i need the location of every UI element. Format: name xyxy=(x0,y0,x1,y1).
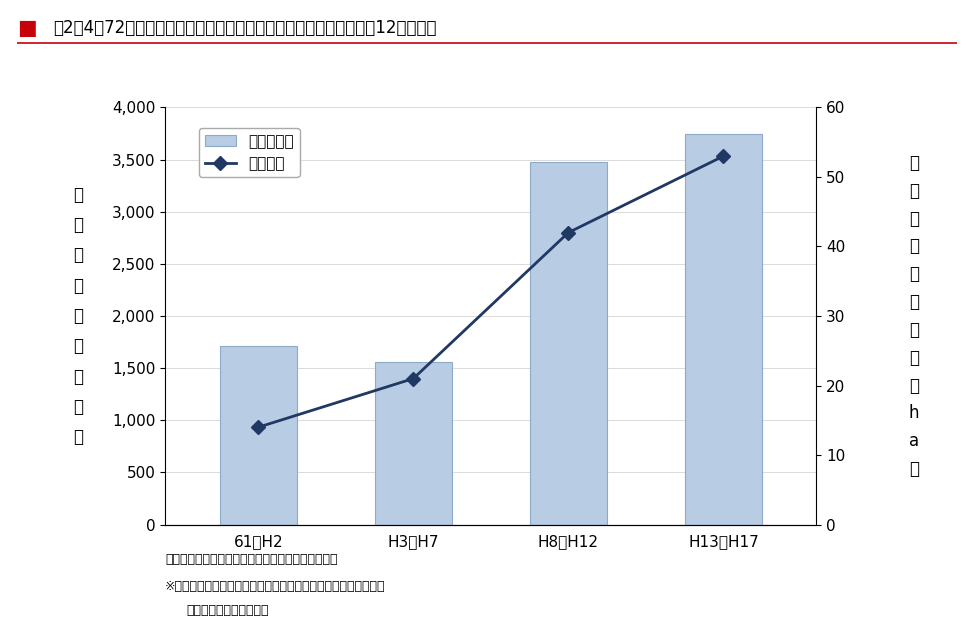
Text: 百: 百 xyxy=(909,293,919,311)
Text: 害: 害 xyxy=(73,216,83,234)
Text: 害: 害 xyxy=(909,182,919,200)
Text: 害: 害 xyxy=(73,277,83,295)
Bar xyxy=(374,362,452,525)
Text: 万: 万 xyxy=(909,321,919,339)
Text: （: （ xyxy=(909,265,919,283)
Text: 円: 円 xyxy=(909,349,919,367)
Text: ／: ／ xyxy=(909,377,919,394)
Text: 当たりの一般資産被害額: 当たりの一般資産被害額 xyxy=(187,604,269,617)
Bar xyxy=(530,162,608,525)
Text: 額: 額 xyxy=(73,307,83,325)
Text: h: h xyxy=(909,404,919,422)
Text: （: （ xyxy=(73,337,83,355)
Text: ※水害密度：水害面積（水害による「宅地その他」の浸水面積）: ※水害密度：水害面積（水害による「宅地その他」の浸水面積） xyxy=(165,580,386,593)
Bar xyxy=(684,133,762,525)
Text: a: a xyxy=(909,432,919,450)
Text: ）: ） xyxy=(909,460,919,478)
Text: 水: 水 xyxy=(73,186,83,204)
Bar xyxy=(220,346,297,525)
Text: ）: ） xyxy=(73,428,83,446)
Text: 密: 密 xyxy=(909,210,919,228)
Text: 被: 被 xyxy=(73,246,83,264)
Text: 円: 円 xyxy=(73,398,83,416)
Legend: 水害被害額, 水害密度: 水害被害額, 水害密度 xyxy=(199,128,299,178)
Text: 億: 億 xyxy=(73,368,83,386)
Text: （国土交通省河川局「水害統計」より内閣府作成）: （国土交通省河川局「水害統計」より内閣府作成） xyxy=(165,553,337,566)
Text: ■: ■ xyxy=(17,18,37,39)
Text: 図2－4－72　一般資産水害被害及び水害密度の推移（年平均・平成12年価格）: 図2－4－72 一般資産水害被害及び水害密度の推移（年平均・平成12年価格） xyxy=(53,20,437,37)
Text: 水: 水 xyxy=(909,154,919,172)
Text: 度: 度 xyxy=(909,238,919,255)
